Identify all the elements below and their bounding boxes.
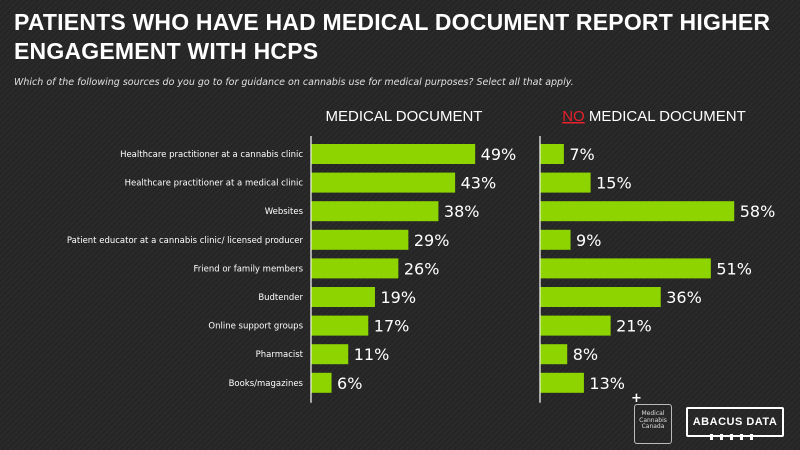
category-label: Healthcare practitioner at a medical cli…	[125, 179, 304, 189]
data-label-medical-document: 43%	[461, 174, 497, 193]
series-title-rest: MEDICAL DOCUMENT	[585, 108, 746, 125]
bar-medical-document	[311, 344, 349, 365]
series-title-medical-document: MEDICAL DOCUMENT	[326, 108, 483, 125]
data-label-no-medical-document: 21%	[616, 317, 652, 336]
data-label-no-medical-document: 36%	[666, 288, 702, 307]
category-label: Books/magazines	[229, 379, 304, 389]
bar-medical-document	[311, 258, 399, 279]
data-label-no-medical-document: 8%	[573, 345, 598, 364]
data-label-no-medical-document: 9%	[576, 231, 601, 250]
data-label-medical-document: 19%	[380, 288, 416, 307]
bar-no-medical-document	[540, 229, 571, 250]
bar-no-medical-document	[540, 344, 568, 365]
category-label: Websites	[265, 207, 304, 217]
data-label-no-medical-document: 58%	[740, 202, 776, 221]
data-label-no-medical-document: 51%	[716, 259, 752, 278]
bar-medical-document	[311, 201, 439, 222]
bar-medical-document	[311, 172, 456, 193]
category-label: Budtender	[258, 293, 303, 303]
data-label-no-medical-document: 7%	[569, 145, 594, 164]
bar-medical-document	[311, 144, 476, 164]
series-title-no-medical-document: NO MEDICAL DOCUMENT	[562, 108, 746, 125]
data-label-medical-document: 11%	[354, 345, 390, 364]
data-label-no-medical-document: 15%	[596, 174, 632, 193]
category-label: Online support groups	[208, 322, 303, 332]
data-label-no-medical-document: 13%	[589, 374, 625, 393]
bar-medical-document	[311, 372, 332, 393]
plus-icon: +	[631, 391, 642, 406]
abacus-data-logo: ABACUS DATA	[686, 407, 784, 440]
category-label: Healthcare practitioner at a cannabis cl…	[120, 150, 303, 160]
bar-no-medical-document	[540, 315, 611, 336]
data-label-medical-document: 6%	[337, 374, 362, 393]
medical-cannabis-canada-logo: + Medical Cannabis Canada	[631, 392, 672, 444]
category-label: Pharmacist	[256, 350, 304, 360]
abacus-logo-ticks	[710, 434, 760, 440]
data-label-medical-document: 26%	[404, 259, 440, 278]
bar-no-medical-document	[540, 258, 711, 279]
bar-medical-document	[311, 287, 375, 307]
series-title-highlight: NO	[562, 108, 585, 125]
data-label-medical-document: 38%	[444, 202, 480, 221]
bar-no-medical-document	[540, 144, 564, 164]
bar-no-medical-document	[540, 172, 591, 193]
bar-medical-document	[311, 229, 409, 250]
category-label: Patient educator at a cannabis clinic/ l…	[67, 236, 304, 246]
bar-medical-document	[311, 315, 369, 336]
abacus-logo-text: ABACUS DATA	[692, 416, 778, 428]
bar-no-medical-document	[540, 372, 584, 393]
data-label-medical-document: 29%	[414, 231, 450, 250]
data-label-medical-document: 17%	[374, 317, 410, 336]
bar-no-medical-document	[540, 287, 661, 307]
chart-subtitle: Which of the following sources do you go…	[14, 77, 574, 88]
category-label: Friend or family members	[193, 264, 303, 274]
bar-no-medical-document	[540, 201, 735, 222]
chart-title: PATIENTS WHO HAVE HAD MEDICAL DOCUMENT R…	[14, 9, 771, 64]
data-label-medical-document: 49%	[481, 145, 517, 164]
mcc-logo-text: Medical Cannabis Canada	[639, 410, 667, 430]
